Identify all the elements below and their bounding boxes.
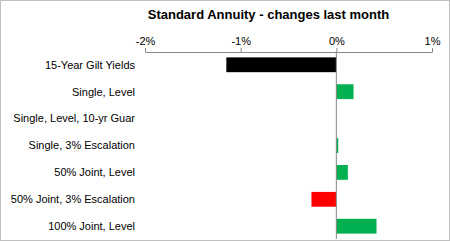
- bar: [336, 219, 376, 234]
- x-tick: -1%: [231, 35, 251, 52]
- x-tick-label: -2%: [136, 35, 156, 47]
- chart-container: -2% -1% 0% 1% Standard Annuity - changes las…: [0, 0, 450, 241]
- x-tick-label: 0%: [329, 35, 345, 47]
- bar: [226, 57, 336, 72]
- category-label: 15-Year Gilt Yields: [45, 59, 136, 71]
- x-tick-label: 1%: [425, 35, 441, 47]
- x-tick-mark: [336, 48, 337, 52]
- bars: [226, 57, 376, 233]
- category-label: Single, Level, 10-yr Guar: [13, 112, 135, 124]
- x-axis-line: [146, 52, 433, 53]
- category-labels: 15-Year Gilt Yields Single, Level Single, …: [11, 59, 136, 232]
- x-tick-label: -1%: [231, 35, 251, 47]
- x-axis: -2% -1% 0% 1%: [136, 35, 441, 53]
- plot-area: -2% -1% 0% 1%: [136, 35, 441, 239]
- chart-svg: -2% -1% 0% 1% Standard Annuity - changes las…: [0, 0, 450, 241]
- bar: [336, 84, 353, 99]
- category-label: 100% Joint, Level: [48, 220, 135, 232]
- x-tick: 1%: [425, 35, 441, 52]
- category-label: 50% Joint, 3% Escalation: [11, 193, 135, 205]
- x-tick-mark: [432, 48, 433, 52]
- category-axis-line: [336, 52, 337, 239]
- x-tick: -2%: [136, 35, 156, 52]
- x-tick-mark: [241, 48, 242, 52]
- chart-title: Standard Annuity - changes last month: [148, 7, 390, 22]
- chart-frame: [1, 1, 450, 241]
- category-label: 50% Joint, Level: [54, 166, 135, 178]
- category-label: Single, 3% Escalation: [29, 139, 135, 151]
- bar: [336, 165, 347, 180]
- bar: [311, 192, 336, 207]
- category-label: Single, Level: [72, 86, 135, 98]
- x-tick-mark: [145, 48, 146, 52]
- x-tick: 0%: [329, 35, 345, 52]
